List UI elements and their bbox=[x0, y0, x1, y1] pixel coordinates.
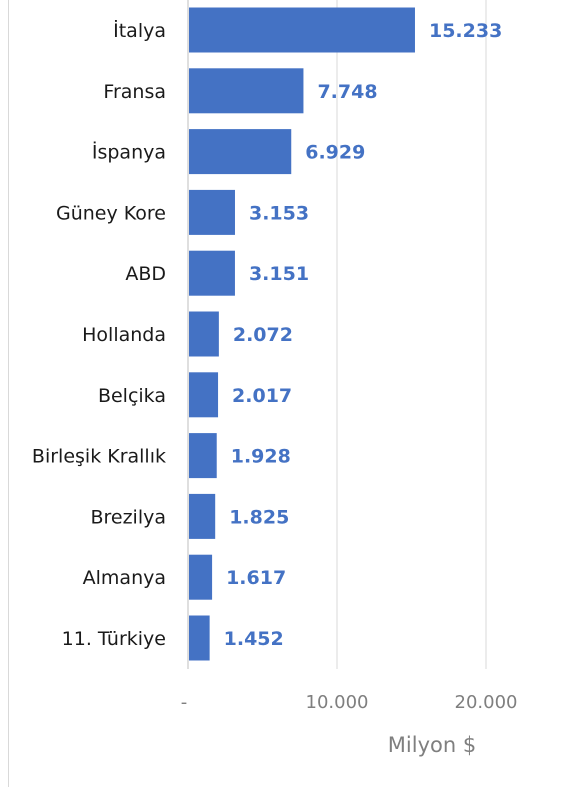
bar bbox=[189, 250, 235, 296]
category-label: Birleşik Krallık bbox=[32, 446, 166, 468]
bar bbox=[189, 189, 235, 235]
bars bbox=[189, 7, 415, 661]
category-label: ABD bbox=[125, 263, 166, 285]
category-label: Hollanda bbox=[82, 324, 166, 346]
bar bbox=[189, 493, 216, 539]
category-label: Fransa bbox=[103, 81, 166, 103]
value-label: 7.748 bbox=[317, 81, 377, 103]
category-label: 11. Türkiye bbox=[62, 628, 166, 650]
value-label: 2.072 bbox=[233, 324, 293, 346]
category-label: Almanya bbox=[83, 567, 166, 589]
x-tick-label: 10.000 bbox=[306, 692, 369, 713]
category-label: Güney Kore bbox=[56, 202, 166, 224]
x-axis-title: Milyon $ bbox=[388, 733, 476, 757]
value-label: 3.151 bbox=[249, 263, 309, 285]
bar bbox=[189, 554, 213, 600]
bar bbox=[189, 7, 415, 53]
x-tick-label: 20.000 bbox=[455, 692, 518, 713]
bar bbox=[189, 311, 219, 357]
value-label: 1.617 bbox=[226, 567, 286, 589]
category-label: Brezilya bbox=[90, 506, 166, 528]
bar bbox=[189, 129, 292, 175]
bar bbox=[189, 372, 219, 418]
x-tick-label: - bbox=[181, 692, 188, 713]
bar bbox=[189, 68, 304, 114]
category-label: Belçika bbox=[98, 385, 166, 407]
x-tick-labels: - 10.000 20.000 bbox=[181, 692, 518, 713]
value-labels: 15.233 7.748 6.929 3.153 3.151 2.072 2.017 1.92… bbox=[224, 20, 503, 650]
category-labels: İtalya Fransa İspanya Güney Kore ABD Hollanda… bbox=[32, 19, 166, 650]
gridlines bbox=[187, 0, 487, 669]
value-label: 1.928 bbox=[231, 446, 291, 468]
value-label: 1.452 bbox=[224, 628, 284, 650]
value-label: 2.017 bbox=[232, 385, 292, 407]
value-label: 3.153 bbox=[249, 202, 309, 224]
value-label: 6.929 bbox=[305, 142, 365, 164]
bar bbox=[189, 433, 217, 479]
value-label: 1.825 bbox=[229, 506, 289, 528]
category-label: İspanya bbox=[92, 141, 166, 164]
value-label: 15.233 bbox=[429, 20, 502, 42]
bar bbox=[189, 615, 210, 661]
frame-left-border bbox=[8, 0, 9, 787]
category-label: İtalya bbox=[113, 19, 166, 42]
